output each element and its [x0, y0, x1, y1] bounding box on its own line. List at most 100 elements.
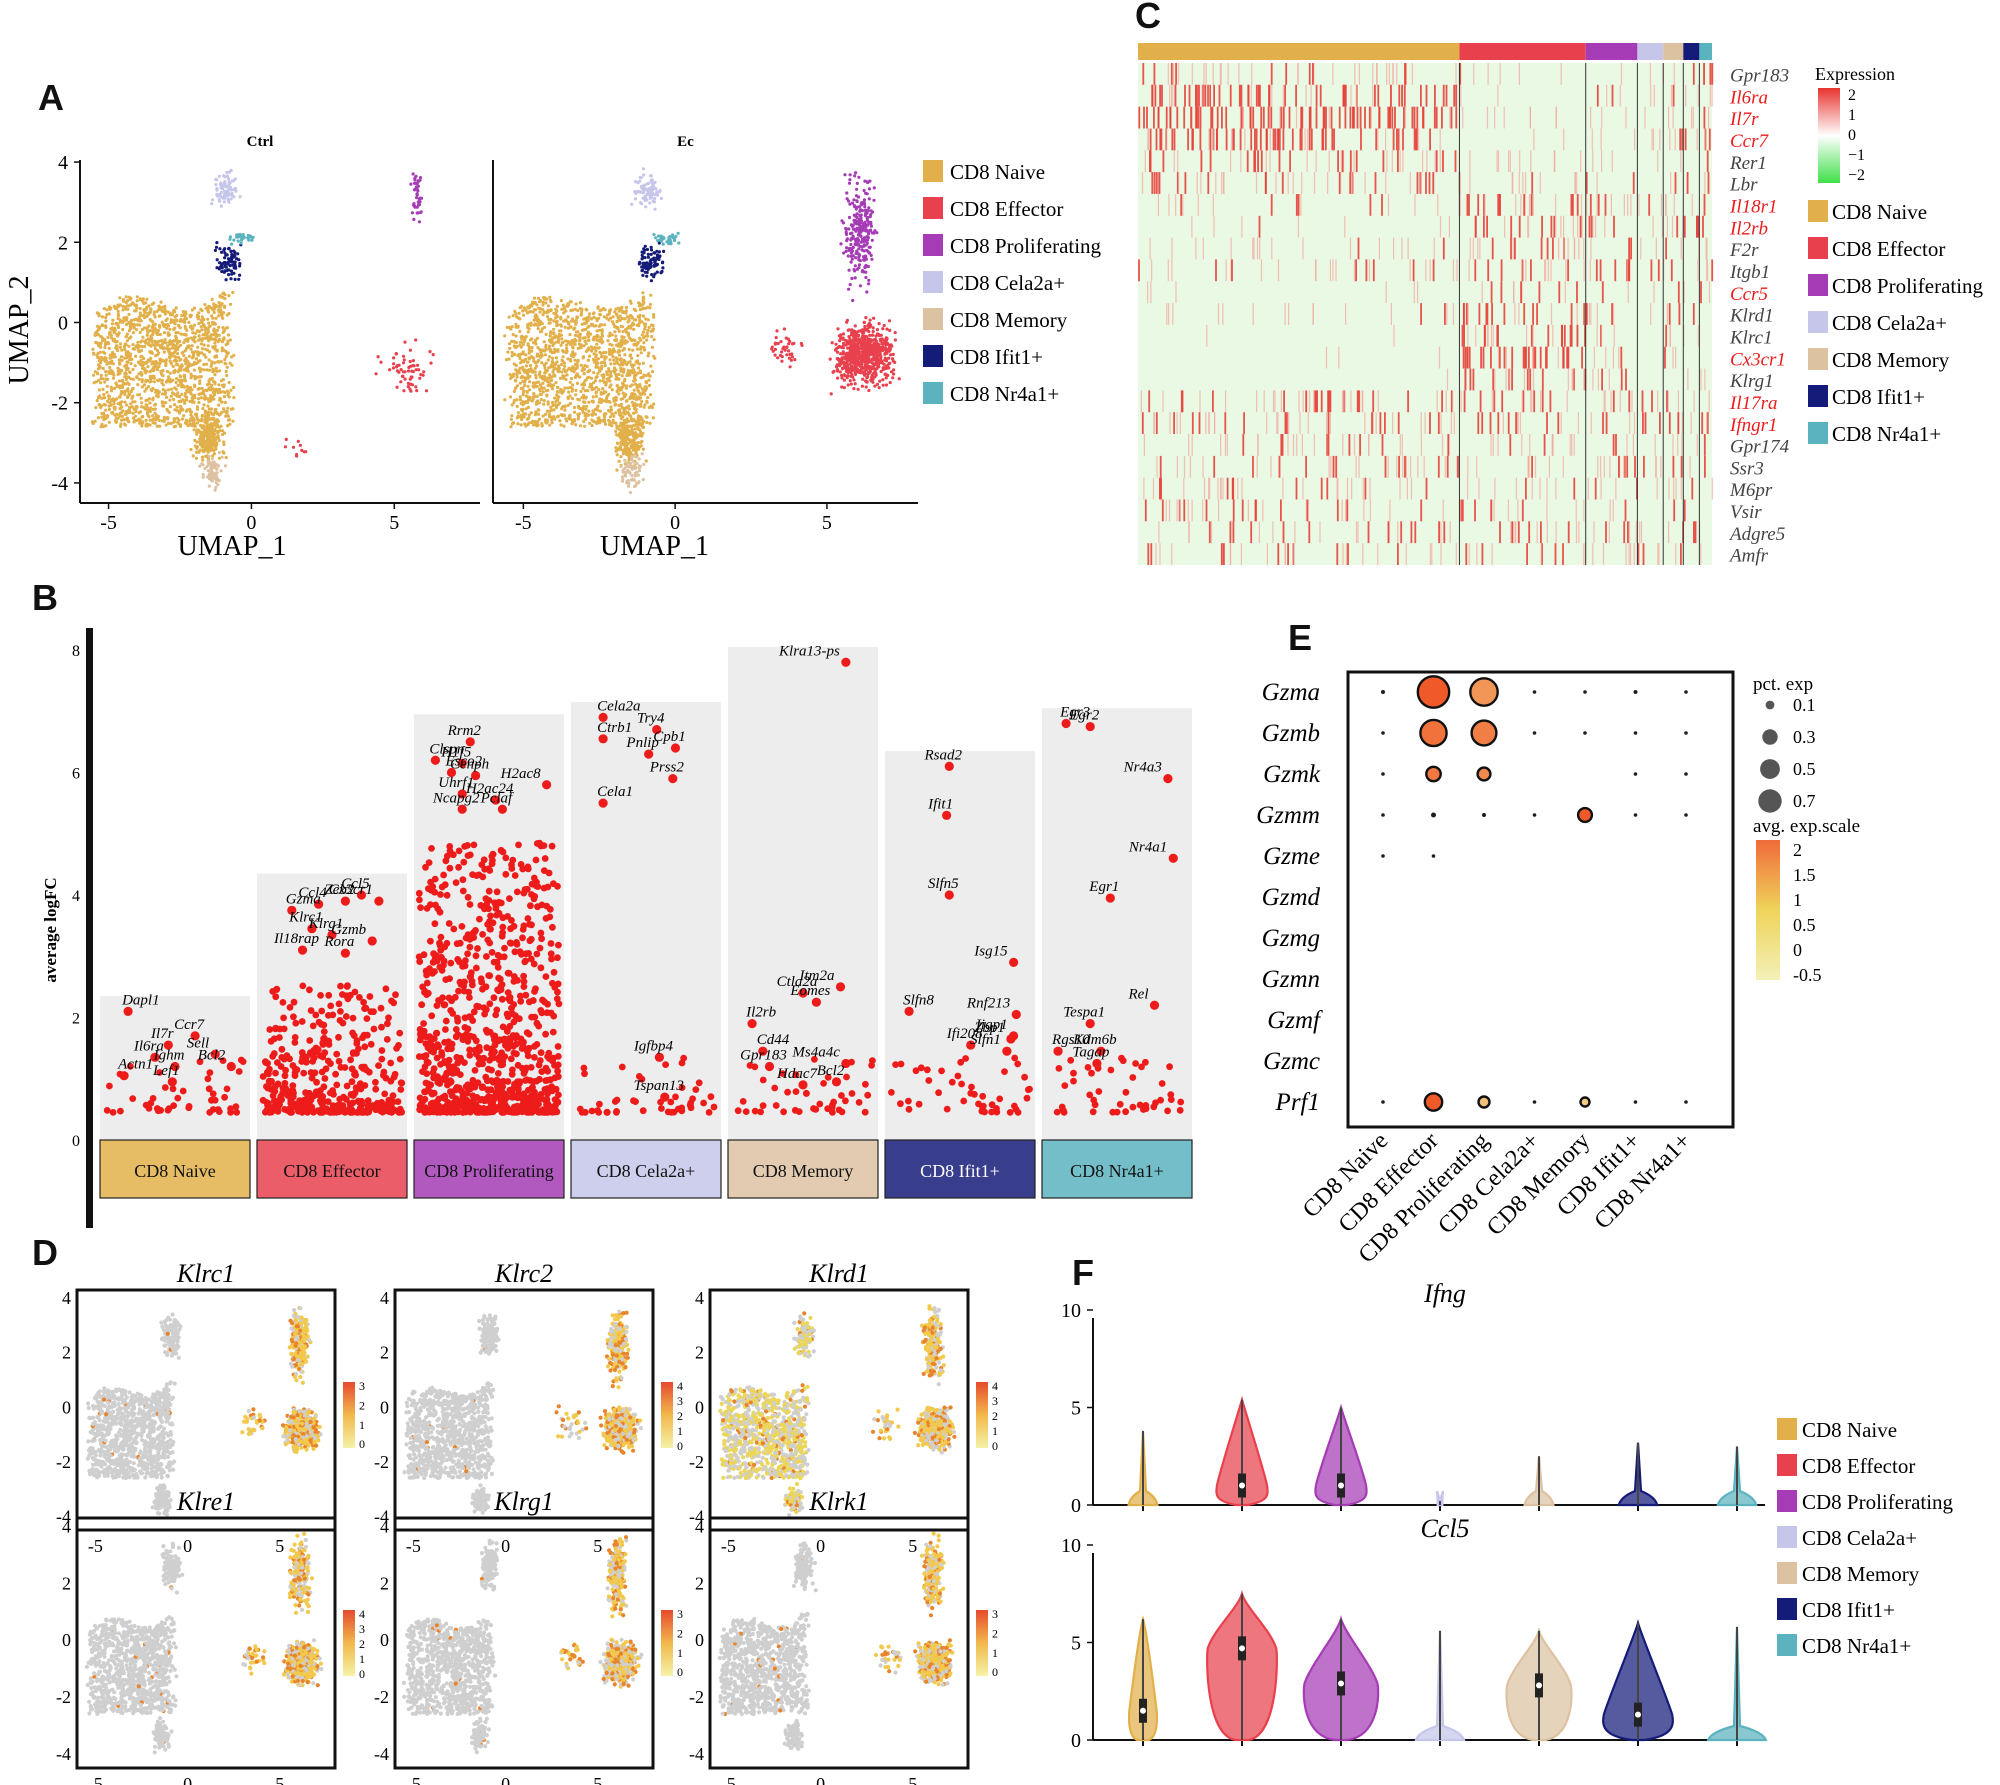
umap-point [221, 186, 225, 190]
umap-point [220, 311, 224, 315]
umap-point [647, 351, 651, 355]
umap-point [668, 238, 672, 242]
umap-point [549, 330, 553, 334]
umap-point [196, 360, 200, 364]
umap-point [644, 459, 648, 463]
umap-point [146, 398, 150, 402]
umap-point [619, 416, 623, 421]
umap-point [592, 420, 596, 424]
umap-point [211, 198, 215, 202]
umap-point [104, 315, 108, 320]
umap-point [645, 338, 649, 342]
umap-point [153, 344, 157, 348]
umap-point [198, 381, 202, 386]
umap-point [594, 349, 598, 353]
umap-point [588, 382, 593, 386]
umap-point [869, 222, 873, 226]
umap-point [578, 306, 582, 311]
umap-point [660, 236, 664, 240]
umap-point [623, 431, 627, 435]
umap-point [521, 407, 525, 411]
umap-point [881, 327, 885, 331]
umap-point [632, 388, 636, 392]
umap-point [223, 247, 227, 251]
umap-point [597, 346, 601, 350]
umap-point [192, 306, 197, 310]
umap-point [173, 358, 178, 362]
umap-point [197, 400, 201, 405]
umap-point [109, 403, 113, 407]
umap-point [131, 400, 135, 404]
umap-point [574, 393, 578, 397]
umap-x-tick-label: -5 [100, 512, 117, 534]
umap-point [613, 402, 618, 406]
umap-point [628, 336, 632, 340]
umap-point [173, 334, 178, 338]
umap-point [107, 346, 111, 350]
umap-point [626, 333, 630, 337]
umap-point [204, 388, 208, 392]
umap-point [200, 315, 204, 319]
umap-point [846, 254, 850, 258]
umap-point [862, 258, 866, 262]
umap-point [238, 273, 242, 277]
umap-point [229, 197, 233, 201]
umap-point [570, 389, 574, 393]
umap-point [538, 310, 542, 314]
umap-point [201, 475, 205, 479]
umap-point [617, 348, 621, 352]
umap-point [626, 465, 631, 469]
umap-point [120, 358, 124, 363]
umap-point [579, 346, 583, 350]
umap-point [201, 458, 205, 462]
umap-point [856, 342, 860, 346]
umap-point [521, 414, 526, 418]
umap-point [155, 416, 159, 420]
umap-point [584, 307, 588, 312]
umap-point [550, 408, 554, 412]
umap-point [636, 473, 641, 477]
umap-point [511, 333, 515, 337]
umap-point [207, 484, 211, 488]
umap-point [218, 397, 222, 401]
umap-point [189, 376, 193, 380]
umap-point [217, 383, 221, 387]
umap-point [521, 393, 525, 397]
umap-point [539, 320, 543, 324]
umap-point [630, 338, 634, 342]
umap-point [544, 301, 548, 305]
umap-point [649, 252, 653, 256]
umap-point [650, 345, 655, 349]
umap-point [209, 473, 213, 477]
umap-point [102, 396, 106, 400]
umap-point [555, 405, 559, 409]
umap-point [117, 358, 121, 362]
umap-point [556, 323, 560, 327]
umap-point [865, 376, 869, 380]
umap-point [618, 435, 622, 439]
umap-point [526, 395, 530, 399]
umap-point [622, 441, 626, 445]
umap-point [611, 418, 615, 422]
umap-point [860, 209, 865, 213]
umap-point [541, 303, 545, 307]
umap-point [291, 445, 296, 449]
umap-point [141, 363, 145, 367]
umap-point [627, 437, 631, 442]
umap-point [132, 420, 136, 424]
umap-point [145, 403, 149, 408]
umap-point [639, 190, 643, 194]
umap-point [507, 357, 511, 361]
umap-point [854, 171, 858, 175]
umap-point [414, 385, 418, 389]
umap-point [167, 349, 171, 354]
umap-point [640, 399, 644, 404]
umap-point [127, 352, 131, 356]
umap-point [555, 415, 560, 419]
umap-point [620, 338, 624, 342]
umap-point [519, 345, 523, 349]
umap-point [659, 196, 664, 200]
umap-point [130, 387, 134, 391]
umap-point [641, 478, 645, 482]
umap-point [566, 395, 570, 399]
